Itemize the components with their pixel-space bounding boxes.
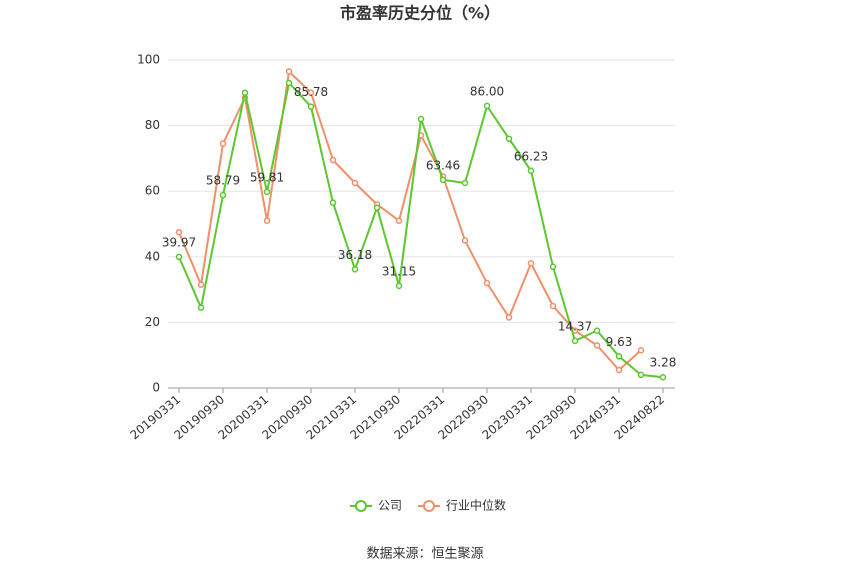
- point: [351, 179, 359, 187]
- point: [307, 89, 315, 97]
- point: [219, 140, 227, 147]
- data-label: 9.63: [606, 335, 633, 349]
- point: [483, 102, 491, 110]
- point: [329, 199, 337, 206]
- point: [263, 217, 271, 224]
- point: [483, 279, 491, 287]
- data-label: 86.00: [470, 84, 504, 98]
- data-label: 85.78: [294, 85, 328, 99]
- series-line: [178, 69, 642, 372]
- point: [351, 266, 359, 273]
- point: [417, 115, 425, 123]
- legend-label: 公司: [378, 499, 402, 513]
- y-tick-label: 100: [137, 53, 160, 67]
- point: [593, 327, 601, 334]
- point: [637, 347, 645, 354]
- data-label: 63.46: [426, 158, 460, 172]
- point: [197, 281, 205, 288]
- point: [263, 188, 271, 196]
- y-tick-label: 80: [145, 118, 160, 132]
- point: [175, 228, 183, 236]
- y-tick-label: 20: [145, 315, 160, 329]
- data-label: 66.23: [514, 149, 548, 163]
- point: [197, 304, 205, 311]
- y-tick-label: 60: [145, 184, 160, 198]
- point: [505, 135, 513, 142]
- legend-marker: [355, 500, 367, 512]
- point: [615, 366, 623, 374]
- point: [505, 314, 513, 321]
- point: [615, 353, 623, 360]
- point: [329, 156, 337, 164]
- point: [175, 253, 183, 261]
- legend-marker: [423, 500, 435, 512]
- point: [637, 371, 645, 379]
- data-label: 3.28: [650, 356, 677, 370]
- point: [285, 79, 293, 87]
- point: [659, 373, 667, 381]
- data-label: 36.18: [338, 248, 372, 262]
- point: [549, 263, 557, 270]
- y-tick-label: 40: [145, 249, 160, 263]
- data-label: 39.97: [162, 235, 196, 249]
- y-tick-label: 0: [152, 381, 160, 395]
- point: [593, 342, 601, 349]
- source: 数据来源：恒生聚源: [366, 547, 483, 562]
- chart-title: 市盈率历史分位（%）: [340, 4, 500, 23]
- data-label: 14.37: [558, 319, 592, 333]
- point: [219, 191, 227, 199]
- point: [461, 179, 469, 187]
- point: [527, 167, 535, 175]
- point: [241, 89, 249, 97]
- point: [571, 337, 579, 345]
- data-label: 31.15: [382, 264, 416, 278]
- point: [373, 204, 381, 211]
- point: [285, 68, 293, 75]
- point: [395, 217, 403, 224]
- point: [439, 176, 447, 184]
- data-label: 58.79: [206, 174, 240, 188]
- point: [549, 302, 557, 310]
- point: [527, 260, 535, 267]
- point: [307, 103, 315, 110]
- legend-label: 行业中位数: [446, 498, 506, 513]
- point: [461, 237, 469, 244]
- data-label: 59.81: [250, 170, 284, 184]
- point: [395, 282, 403, 290]
